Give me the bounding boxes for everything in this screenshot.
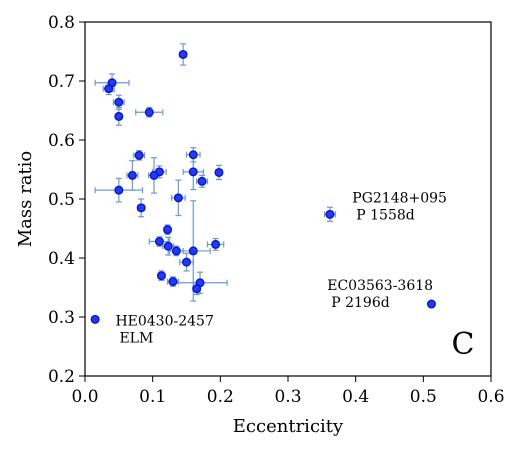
x-tick-label: 0.1 — [139, 387, 166, 407]
data-point — [163, 225, 173, 235]
panel-letter: C — [452, 327, 475, 362]
y-tick-label: 0.7 — [48, 72, 75, 92]
data-point — [188, 167, 198, 177]
data-point — [173, 193, 183, 203]
data-point — [114, 97, 124, 107]
data-point — [114, 111, 124, 121]
data-point — [168, 277, 178, 287]
data-point — [171, 246, 181, 256]
data-point — [156, 271, 166, 281]
y-axis-label: Mass ratio — [15, 151, 36, 248]
data-point — [325, 209, 335, 219]
data-point — [197, 176, 207, 186]
x-tick-label: 0.3 — [274, 387, 301, 407]
y-tick-label: 0.4 — [48, 249, 75, 269]
x-tick-label: 0.2 — [207, 387, 234, 407]
data-point — [178, 49, 188, 59]
x-tick-label: 0.6 — [477, 387, 504, 407]
x-tick-label: 0.4 — [342, 387, 369, 407]
data-point — [188, 150, 198, 160]
data-point-layer — [90, 49, 436, 324]
y-tick-label: 0.6 — [48, 131, 75, 151]
data-point — [136, 203, 146, 213]
data-point — [192, 284, 202, 294]
data-point — [127, 170, 137, 180]
x-axis-label: Eccentricity — [233, 416, 344, 437]
data-point — [426, 299, 436, 309]
annotation-label: P 2196d — [331, 295, 389, 311]
data-point — [188, 246, 198, 256]
y-tick-label: 0.2 — [48, 367, 75, 387]
annotation-label: ELM — [119, 330, 153, 346]
data-point — [211, 239, 221, 249]
data-point — [90, 314, 100, 324]
data-point — [181, 257, 191, 267]
annotation-label: P 1558d — [356, 208, 414, 224]
x-axis-ticks: 0.0 0.1 0.2 0.3 0.4 0.5 0.6 — [71, 376, 505, 407]
y-tick-label: 0.8 — [48, 13, 75, 33]
y-tick-label: 0.3 — [48, 308, 75, 328]
data-point — [134, 150, 144, 160]
y-tick-label: 0.5 — [48, 190, 75, 210]
data-point — [149, 170, 159, 180]
data-point — [154, 236, 164, 246]
y-axis-ticks: 0.2 0.3 0.4 0.5 0.6 0.7 0.8 — [48, 13, 85, 387]
data-point — [114, 185, 124, 195]
x-tick-label: 0.0 — [71, 387, 98, 407]
data-point — [144, 107, 154, 117]
data-point — [163, 241, 173, 251]
annotation-label: PG2148+095 — [352, 191, 447, 207]
data-point — [104, 84, 114, 94]
annotation-label: HE0430-2457 — [115, 313, 213, 329]
annotation-label: EC03563-3618 — [327, 278, 433, 294]
data-point — [214, 167, 224, 177]
x-tick-label: 0.5 — [410, 387, 437, 407]
